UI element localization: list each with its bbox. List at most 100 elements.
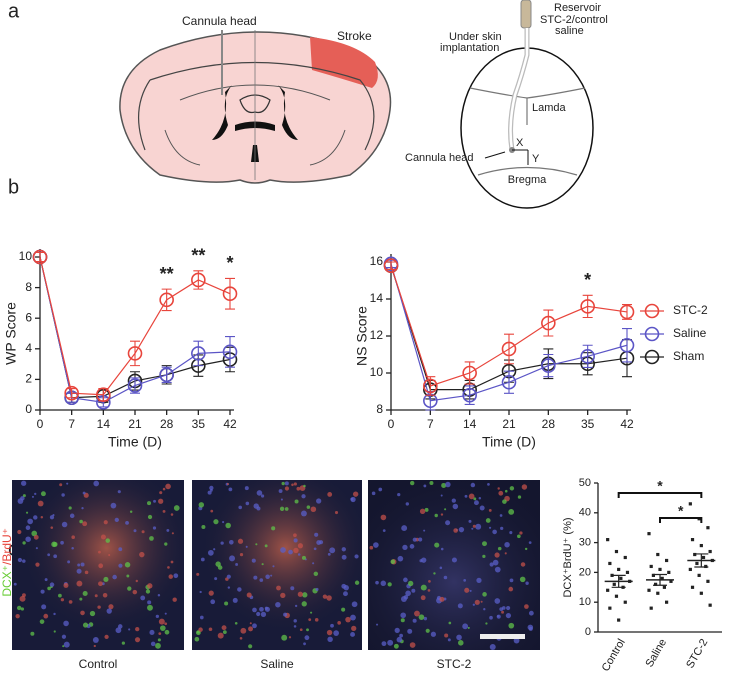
y-tick-label: 2 <box>25 372 32 386</box>
cell <box>157 593 161 597</box>
cell <box>80 610 85 616</box>
cell <box>428 580 431 583</box>
cell <box>489 562 494 567</box>
error-bar <box>543 309 554 337</box>
x-tick-label: 42 <box>620 417 634 431</box>
cell <box>468 519 472 523</box>
cell <box>301 555 306 560</box>
cell <box>37 500 44 507</box>
micrographs <box>12 480 540 650</box>
cell <box>281 634 288 641</box>
cell <box>306 505 311 509</box>
cell <box>293 619 297 623</box>
cell <box>80 562 85 567</box>
cell <box>239 552 244 557</box>
cell <box>27 518 34 525</box>
cell <box>408 580 414 587</box>
cell <box>409 642 416 648</box>
cell <box>302 592 308 598</box>
cell <box>354 580 360 585</box>
cell <box>40 515 44 519</box>
cell <box>473 500 479 506</box>
cell <box>30 631 35 636</box>
cell <box>412 537 417 542</box>
data-point <box>606 538 610 542</box>
x-tick-label: Saline <box>643 637 669 669</box>
cell <box>147 501 152 506</box>
cell <box>252 623 257 629</box>
y-tick-label: 8 <box>376 402 383 416</box>
y-tick-label: 10 <box>370 365 384 379</box>
cell <box>337 621 341 625</box>
error-bar <box>130 377 140 394</box>
significance: * <box>678 503 684 519</box>
cell <box>92 637 99 643</box>
cell <box>234 622 238 625</box>
cell <box>470 482 476 488</box>
legend-label: STC-2 <box>673 303 708 317</box>
cell <box>50 526 54 529</box>
cell <box>22 559 26 563</box>
cell <box>31 495 34 498</box>
cell <box>492 529 497 535</box>
x-tick-label: Control <box>600 637 628 673</box>
cell <box>293 533 297 538</box>
cell <box>76 568 82 574</box>
cell <box>172 597 177 602</box>
cell <box>482 592 487 597</box>
cell <box>84 570 89 575</box>
cell <box>22 541 26 545</box>
cell <box>33 534 39 540</box>
cell <box>76 580 83 587</box>
cell <box>464 494 468 498</box>
cell <box>227 586 231 589</box>
cell <box>397 555 404 562</box>
cell <box>129 510 133 513</box>
cell <box>412 618 417 623</box>
cell <box>527 624 534 631</box>
cell <box>256 490 263 496</box>
cell <box>504 552 507 555</box>
cell <box>485 622 488 625</box>
data-point <box>222 286 238 302</box>
cell <box>444 633 449 638</box>
cell <box>135 626 140 632</box>
cell <box>418 537 423 542</box>
brain-diagram <box>119 30 392 184</box>
cell <box>25 536 31 542</box>
cell <box>60 540 64 545</box>
data-point <box>614 549 619 554</box>
cell <box>214 577 218 581</box>
cell <box>79 519 83 524</box>
x-tick-label: 14 <box>463 417 477 431</box>
cell <box>222 520 225 524</box>
cell <box>464 587 470 593</box>
cell <box>152 526 157 530</box>
error-bar <box>504 370 514 394</box>
cell <box>60 598 65 602</box>
cell <box>458 526 465 533</box>
cell <box>400 612 407 619</box>
cell <box>22 494 26 498</box>
legend-marker <box>644 303 660 319</box>
cell <box>150 641 156 647</box>
error-bar <box>582 294 593 319</box>
cell <box>71 535 75 540</box>
cell <box>378 487 383 492</box>
cell <box>249 622 252 625</box>
cell <box>489 615 493 620</box>
cell <box>400 618 405 623</box>
cell <box>350 632 355 637</box>
data-point <box>690 538 695 542</box>
cell <box>69 513 75 519</box>
cell <box>288 636 292 639</box>
cell <box>228 487 233 492</box>
cell <box>173 505 180 511</box>
y-tick-label: 10 <box>19 249 33 263</box>
error-bar <box>193 340 204 367</box>
cell <box>423 529 426 532</box>
cell <box>308 618 312 622</box>
cell <box>301 510 307 517</box>
cell <box>452 503 459 510</box>
cell <box>149 629 155 635</box>
